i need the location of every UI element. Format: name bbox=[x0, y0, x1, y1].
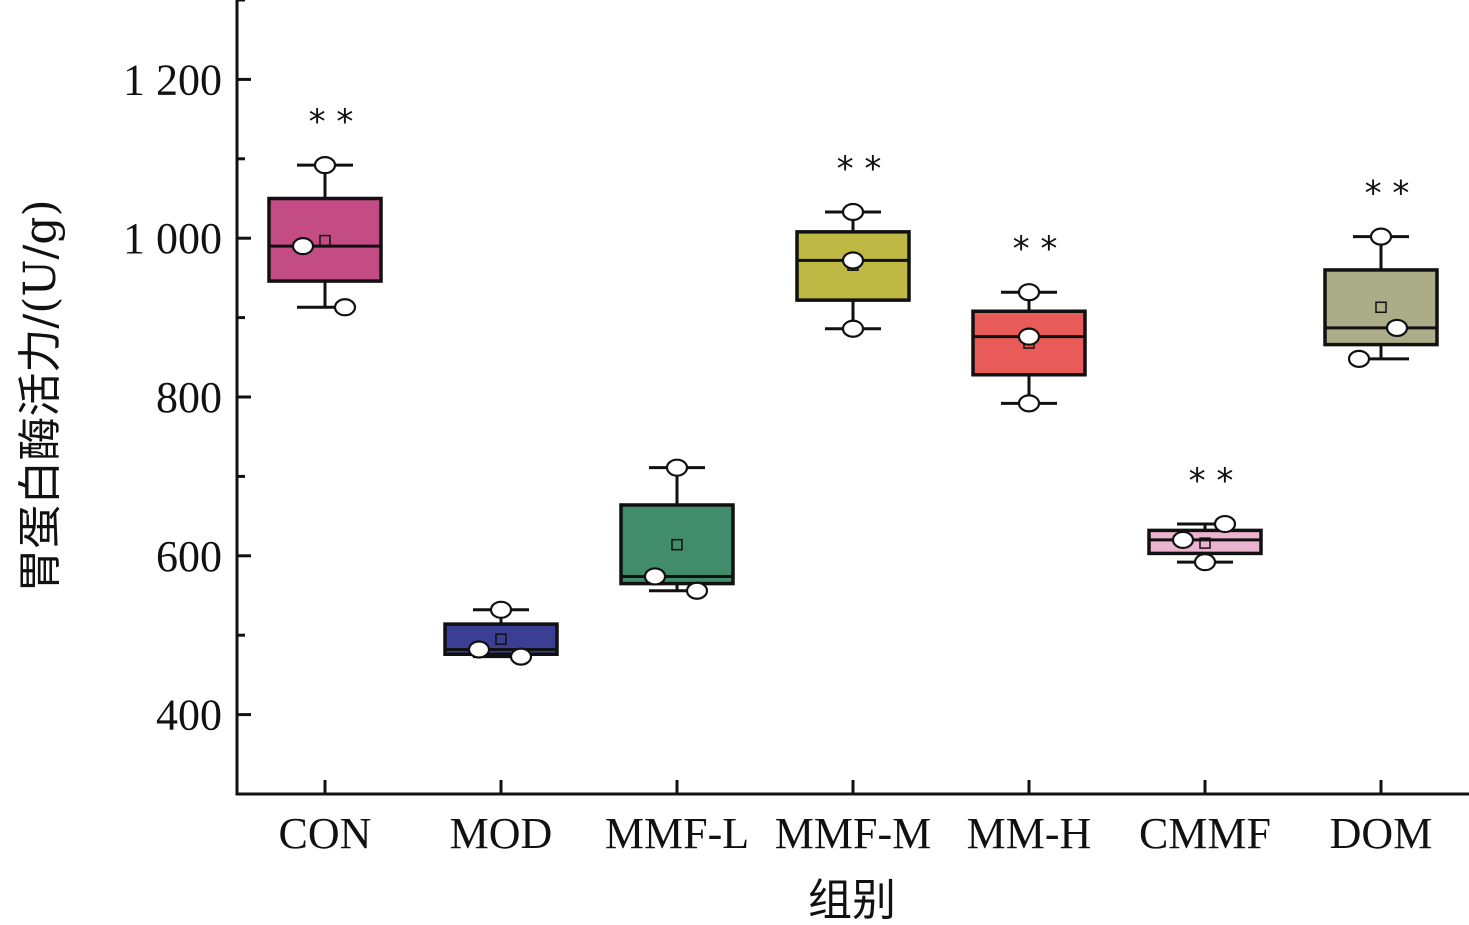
x-tick-label: MMF-M bbox=[775, 809, 932, 858]
box-mmf-m: * * bbox=[795, 149, 911, 338]
data-point bbox=[313, 156, 337, 175]
data-point bbox=[685, 581, 709, 600]
data-point bbox=[1385, 318, 1409, 338]
x-axis-title: 组别 bbox=[808, 875, 896, 925]
x-tick-label: DOM bbox=[1330, 809, 1433, 858]
data-point bbox=[665, 458, 689, 477]
box-iqr bbox=[267, 196, 383, 283]
data-point bbox=[1369, 227, 1393, 246]
data-point bbox=[1193, 553, 1217, 572]
box-mmf-l bbox=[619, 458, 735, 600]
data-point bbox=[841, 251, 865, 270]
data-point bbox=[509, 647, 533, 666]
data-point bbox=[333, 298, 357, 317]
y-tick-label: 400 bbox=[156, 691, 222, 740]
data-point bbox=[841, 202, 865, 222]
data-point bbox=[489, 600, 513, 619]
y-tick-label: 800 bbox=[156, 373, 222, 422]
x-tick-label: MOD bbox=[450, 809, 553, 858]
box-iqr bbox=[971, 309, 1087, 377]
mean-marker bbox=[1375, 301, 1387, 314]
data-point bbox=[291, 237, 315, 256]
box-con: * * bbox=[267, 102, 383, 317]
box-dom: * * bbox=[1323, 174, 1439, 368]
x-tick-label: MMF-L bbox=[605, 809, 749, 858]
x-tick-label: CMMF bbox=[1139, 809, 1271, 858]
y-tick-label: 1 200 bbox=[123, 55, 222, 104]
box-iqr bbox=[1323, 268, 1439, 347]
mean-marker bbox=[495, 633, 507, 645]
significance-label: * * bbox=[837, 149, 882, 189]
box-iqr bbox=[619, 503, 735, 586]
box-mod bbox=[443, 600, 559, 666]
mean-marker bbox=[319, 234, 331, 247]
significance-label: * * bbox=[1365, 174, 1410, 214]
y-axis-title: 胃蛋白酶活力/(U/g) bbox=[15, 199, 66, 592]
data-point bbox=[1347, 349, 1371, 368]
data-point bbox=[1017, 283, 1041, 302]
significance-label: * * bbox=[1189, 461, 1234, 501]
box-cmmf: * * bbox=[1147, 461, 1263, 572]
x-tick-label: MM-H bbox=[967, 809, 1092, 858]
box-iqr bbox=[1147, 528, 1263, 556]
box-mm-h: * * bbox=[971, 229, 1087, 413]
mean-marker bbox=[1199, 537, 1211, 549]
plot-area: * * * * * * * * * * bbox=[267, 102, 1439, 666]
data-point bbox=[1017, 327, 1041, 346]
data-point bbox=[1017, 394, 1041, 413]
mean-marker bbox=[671, 538, 683, 551]
data-point bbox=[1171, 530, 1195, 550]
y-tick-label: 600 bbox=[156, 532, 222, 581]
y-tick-label: 1 000 bbox=[123, 214, 222, 263]
significance-label: * * bbox=[1013, 229, 1058, 269]
data-point bbox=[841, 319, 865, 338]
axes: 400 600 800 1 000 1 200 CON MOD MMF-L MMF-M MM-H C… bbox=[123, 0, 1469, 858]
data-point bbox=[1213, 514, 1237, 534]
data-point bbox=[467, 640, 491, 659]
significance-label: * * bbox=[309, 102, 354, 142]
data-point bbox=[643, 567, 667, 586]
x-tick-label: CON bbox=[279, 809, 372, 858]
